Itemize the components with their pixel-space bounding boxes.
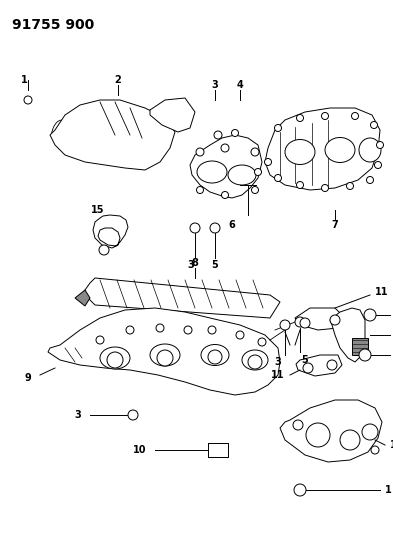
Text: 2: 2 (115, 75, 121, 85)
Circle shape (327, 360, 337, 370)
Circle shape (371, 122, 378, 128)
Text: 15: 15 (91, 205, 105, 215)
Circle shape (221, 144, 229, 152)
Circle shape (340, 430, 360, 450)
Circle shape (196, 187, 204, 193)
Circle shape (367, 176, 373, 183)
Polygon shape (352, 338, 368, 355)
Polygon shape (85, 278, 280, 318)
Circle shape (231, 130, 239, 136)
Text: 8: 8 (191, 258, 198, 268)
Circle shape (222, 191, 228, 198)
Circle shape (96, 336, 104, 344)
Circle shape (251, 148, 259, 156)
Ellipse shape (242, 350, 268, 370)
Text: 7: 7 (332, 220, 338, 230)
Circle shape (248, 355, 262, 369)
Circle shape (321, 112, 329, 119)
Circle shape (293, 420, 303, 430)
Circle shape (375, 161, 382, 168)
Text: 4: 4 (237, 80, 243, 90)
Circle shape (296, 115, 303, 122)
Polygon shape (265, 108, 380, 190)
Circle shape (208, 350, 222, 364)
Circle shape (303, 363, 313, 373)
Polygon shape (93, 215, 128, 248)
Text: 5: 5 (211, 260, 219, 270)
Circle shape (371, 446, 379, 454)
Ellipse shape (197, 161, 227, 183)
Text: 1: 1 (20, 75, 28, 85)
Text: 11: 11 (271, 370, 285, 380)
Circle shape (128, 410, 138, 420)
Circle shape (362, 424, 378, 440)
Polygon shape (208, 443, 228, 457)
Ellipse shape (100, 347, 130, 369)
Circle shape (99, 245, 109, 255)
Circle shape (214, 131, 222, 139)
Circle shape (24, 96, 32, 104)
Polygon shape (190, 135, 262, 198)
Circle shape (210, 223, 220, 233)
Circle shape (255, 168, 261, 175)
Ellipse shape (150, 344, 180, 366)
Text: 11: 11 (375, 287, 389, 297)
Text: 3: 3 (275, 357, 281, 367)
Polygon shape (280, 400, 382, 462)
Circle shape (376, 141, 384, 149)
Circle shape (351, 112, 358, 119)
Ellipse shape (359, 138, 381, 162)
Polygon shape (150, 98, 195, 132)
Circle shape (274, 125, 281, 132)
Text: 5: 5 (301, 355, 309, 365)
Circle shape (252, 187, 259, 193)
Circle shape (347, 182, 353, 190)
Circle shape (295, 317, 305, 327)
Ellipse shape (325, 138, 355, 163)
Text: 91755 900: 91755 900 (12, 18, 94, 32)
Text: 3: 3 (211, 80, 219, 90)
Text: 1: 1 (385, 485, 392, 495)
Circle shape (156, 324, 164, 332)
Circle shape (359, 349, 371, 361)
Circle shape (184, 326, 192, 334)
Text: 3: 3 (75, 410, 81, 420)
Circle shape (236, 331, 244, 339)
Circle shape (321, 184, 329, 191)
Ellipse shape (201, 344, 229, 366)
Circle shape (157, 350, 173, 366)
Text: 3: 3 (187, 260, 195, 270)
Circle shape (258, 338, 266, 346)
Text: 14: 14 (390, 440, 393, 450)
Circle shape (126, 326, 134, 334)
Polygon shape (295, 308, 345, 330)
Circle shape (296, 182, 303, 189)
Circle shape (300, 318, 310, 328)
Circle shape (364, 309, 376, 321)
Polygon shape (50, 100, 175, 170)
Ellipse shape (228, 165, 256, 185)
Text: 10: 10 (133, 445, 147, 455)
Polygon shape (75, 290, 90, 306)
Circle shape (264, 158, 272, 166)
Text: 9: 9 (25, 373, 31, 383)
Circle shape (280, 320, 290, 330)
Circle shape (107, 352, 123, 368)
Circle shape (306, 423, 330, 447)
Circle shape (274, 174, 281, 182)
Circle shape (294, 484, 306, 496)
Circle shape (196, 148, 204, 156)
Circle shape (190, 223, 200, 233)
Circle shape (330, 315, 340, 325)
Polygon shape (48, 308, 280, 395)
Polygon shape (330, 308, 365, 362)
Polygon shape (296, 355, 342, 376)
Ellipse shape (285, 140, 315, 165)
Text: 6: 6 (229, 220, 235, 230)
Circle shape (208, 326, 216, 334)
